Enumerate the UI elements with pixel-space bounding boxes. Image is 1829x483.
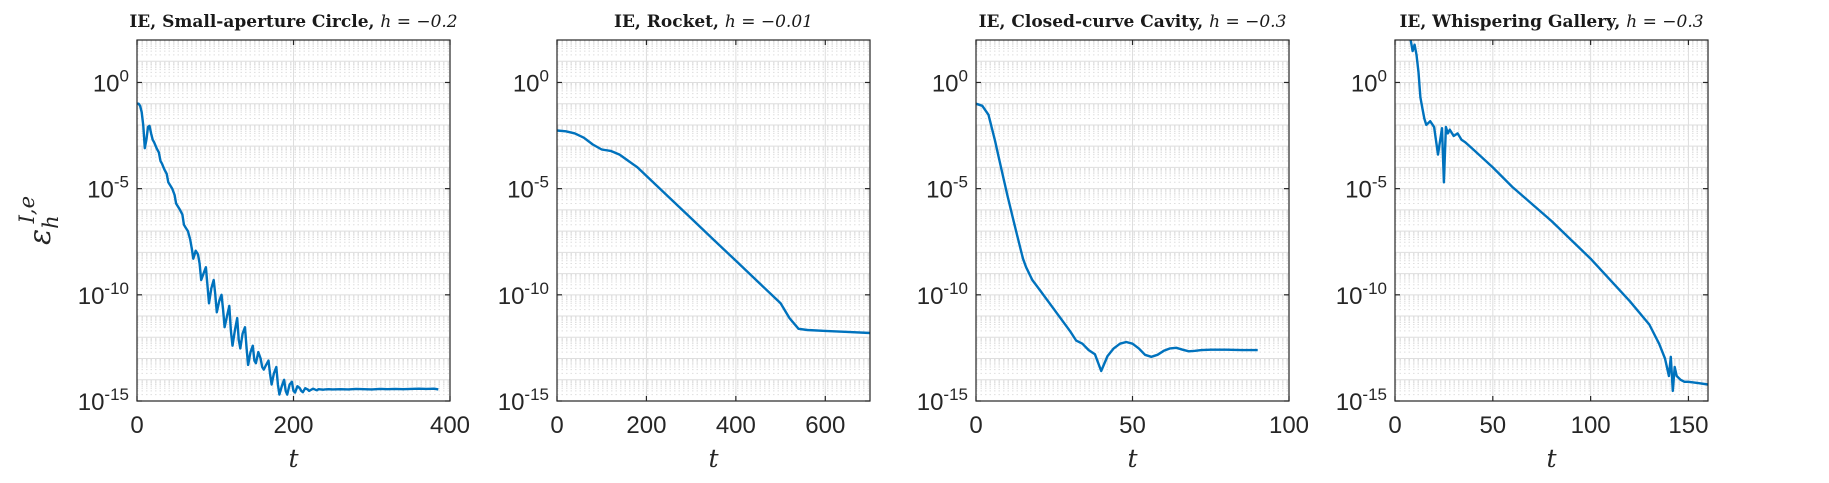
y-tick-label: 100 [513,66,549,97]
y-tick-label: 100 [93,66,129,97]
grid [976,40,1289,401]
y-tick-label-base: 10 [1336,389,1363,416]
y-tick-label: 10-5 [87,173,129,204]
y-axis-label-symbol: ε [23,229,58,245]
panel-title-text: IE, Small-aperture Circle, [129,12,380,32]
y-tick-label-exponent: -10 [524,279,549,298]
x-tick-label: 600 [805,412,845,439]
x-axis-label: t [708,444,719,473]
x-axis-label: t [1127,444,1138,473]
x-tick-label: 50 [1119,412,1146,439]
y-tick-label-exponent: -15 [104,385,129,404]
y-axis-label-superscript: I,e [15,196,39,224]
grid [1395,40,1708,401]
x-tick-label: 150 [1668,412,1708,439]
y-tick-label-base: 10 [917,389,944,416]
x-tick-label: 400 [716,412,756,439]
y-tick-label-exponent: -5 [1372,173,1387,192]
panel-title-text: IE, Rocket, [614,12,725,32]
grid [557,40,870,401]
panel-title-math: h = −0.3 [1626,12,1703,32]
x-tick-label: 0 [130,412,143,439]
y-tick-label: 10-10 [1336,279,1387,310]
panel-title-math: h = −0.3 [1209,12,1286,32]
y-tick-label-exponent: 0 [1378,66,1387,85]
y-tick-label-exponent: -5 [953,173,968,192]
panel-title: IE, Closed-curve Cavity, h = −0.3 [979,12,1287,32]
x-tick-label: 0 [550,412,563,439]
y-axis-label-subscript: h [39,215,63,229]
y-tick-label: 10-10 [917,279,968,310]
y-tick-label-exponent: -5 [114,173,129,192]
y-tick-label-base: 10 [932,70,959,97]
grid [137,40,450,401]
x-tick-label: 200 [273,412,313,439]
y-tick-label-base: 10 [87,177,114,204]
y-tick-label-base: 10 [926,177,953,204]
y-tick-label-base: 10 [78,389,105,416]
y-tick-label-base: 10 [1351,70,1378,97]
panel-title: IE, Small-aperture Circle, h = −0.2 [129,12,457,32]
y-tick-label-exponent: -15 [943,385,968,404]
data-line [137,102,439,396]
y-tick-label-exponent: 0 [120,66,129,85]
y-tick-label: 100 [1351,66,1387,97]
y-tick-label-exponent: -5 [534,173,549,192]
y-tick-label-base: 10 [513,70,540,97]
y-tick-label: 10-15 [498,385,549,416]
y-tick-label-base: 10 [78,283,105,310]
y-axis-label: εhI,e [15,196,63,245]
y-tick-label-base: 10 [507,177,534,204]
y-tick-label: 10-5 [507,173,549,204]
y-tick-label-exponent: -10 [943,279,968,298]
panel-title-text: IE, Closed-curve Cavity, [979,12,1210,32]
y-tick-label-base: 10 [498,283,525,310]
panel-title-math: h = −0.2 [380,12,457,32]
x-tick-label: 50 [1479,412,1506,439]
x-tick-label: 200 [626,412,666,439]
y-tick-label: 10-15 [78,385,129,416]
y-tick-label: 10-10 [78,279,129,310]
data-line [1409,40,1708,393]
svg-text:εhI,e: εhI,e [15,196,63,245]
x-tick-label: 400 [430,412,470,439]
y-tick-label-base: 10 [917,283,944,310]
data-line [557,129,870,335]
data-line [976,102,1258,373]
y-tick-label-exponent: -15 [1362,385,1387,404]
y-tick-label-exponent: 0 [540,66,549,85]
y-tick-label-base: 10 [1345,177,1372,204]
axes-box [556,39,871,402]
y-tick-label-base: 10 [1336,283,1363,310]
y-tick-label-exponent: -10 [104,279,129,298]
y-tick-label-exponent: -10 [1362,279,1387,298]
x-axis-label: t [288,444,299,473]
panel-title-text: IE, Whispering Gallery, [1399,12,1626,32]
panel-title-math: h = −0.01 [725,12,813,32]
panel-title: IE, Rocket, h = −0.01 [614,12,813,32]
x-tick-label: 100 [1269,412,1309,439]
y-tick-label: 10-15 [917,385,968,416]
y-tick-label-base: 10 [498,389,525,416]
axes-box [1394,39,1709,402]
y-tick-label: 10-5 [1345,173,1387,204]
y-tick-label: 100 [932,66,968,97]
x-tick-label: 0 [969,412,982,439]
panel-title: IE, Whispering Gallery, h = −0.3 [1399,12,1703,32]
x-axis-label: t [1546,444,1557,473]
x-tick-label: 100 [1571,412,1611,439]
y-tick-label-exponent: 0 [959,66,968,85]
y-tick-label: 10-10 [498,279,549,310]
y-tick-label-base: 10 [93,70,120,97]
y-tick-label: 10-15 [1336,385,1387,416]
y-tick-label: 10-5 [926,173,968,204]
y-tick-label-exponent: -15 [524,385,549,404]
x-tick-label: 0 [1388,412,1401,439]
